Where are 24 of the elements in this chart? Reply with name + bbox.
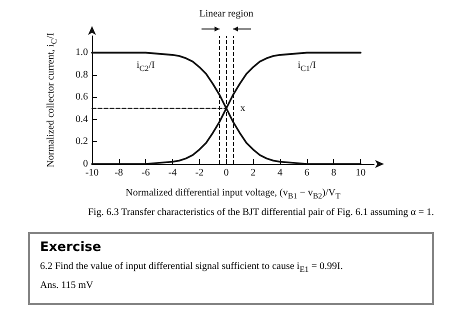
x-tick-label: 6 xyxy=(304,168,310,178)
y-tick-label: 1.0 xyxy=(76,47,88,58)
y-tick-label: 0.4 xyxy=(76,114,88,125)
x-tick-label: 0 xyxy=(224,168,229,178)
text: Linear region xyxy=(199,8,254,20)
y-tick-label: 0.6 xyxy=(76,92,88,103)
text: Ans. 115 mV xyxy=(40,280,94,291)
y-axis-title: Normalized collector current, iC/I xyxy=(46,32,58,168)
x-tick-label: -2 xyxy=(195,168,204,178)
text: 6.2 Find the value of input differential signal sufficient to cause i$_{E1}$ = 0.99I. xyxy=(40,261,344,274)
annotation: x xyxy=(240,102,246,114)
x-tick-label: -4 xyxy=(168,168,177,178)
caption: Fig. 6.3 Transfer characteristics of the BJT differential pair of Fig. 6.1 assuming α = 1. xyxy=(88,207,436,218)
x-tick-label: 4 xyxy=(278,168,282,178)
text: Exercise xyxy=(40,240,102,255)
x-tick-label: -8 xyxy=(114,168,124,178)
x-tick-label: 2 xyxy=(250,168,256,178)
y-tick-label: 0.8 xyxy=(76,69,88,80)
y-tick-label: 0 xyxy=(83,158,88,170)
x-tick-label: 8 xyxy=(331,168,336,178)
x-tick-label: 10 xyxy=(356,168,366,178)
x-tick-label: -6 xyxy=(142,168,150,178)
y-tick-label: 0.2 xyxy=(76,136,88,148)
x-tick-label: -10 xyxy=(85,168,99,178)
